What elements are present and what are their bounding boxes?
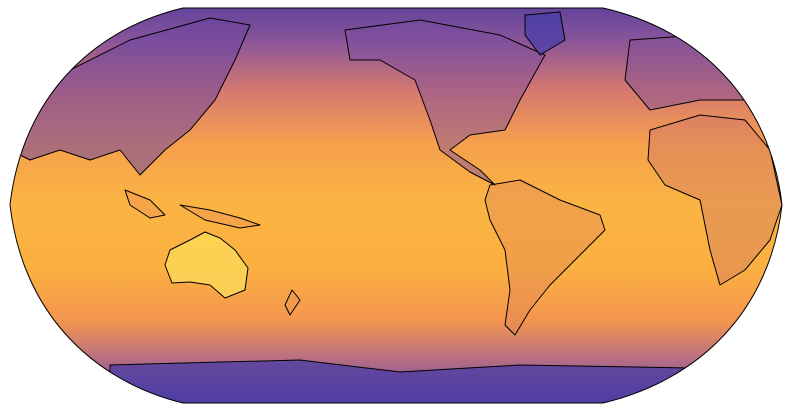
south-america bbox=[484, 179, 606, 336]
map-border bbox=[9, 7, 783, 404]
north-america bbox=[344, 19, 546, 186]
asia bbox=[10, 17, 251, 176]
greenland bbox=[524, 11, 566, 56]
europe bbox=[624, 34, 782, 111]
africa bbox=[647, 114, 782, 286]
indonesia bbox=[124, 189, 261, 229]
new-zealand bbox=[284, 289, 301, 316]
australia bbox=[164, 231, 249, 299]
antarctica bbox=[109, 359, 691, 403]
